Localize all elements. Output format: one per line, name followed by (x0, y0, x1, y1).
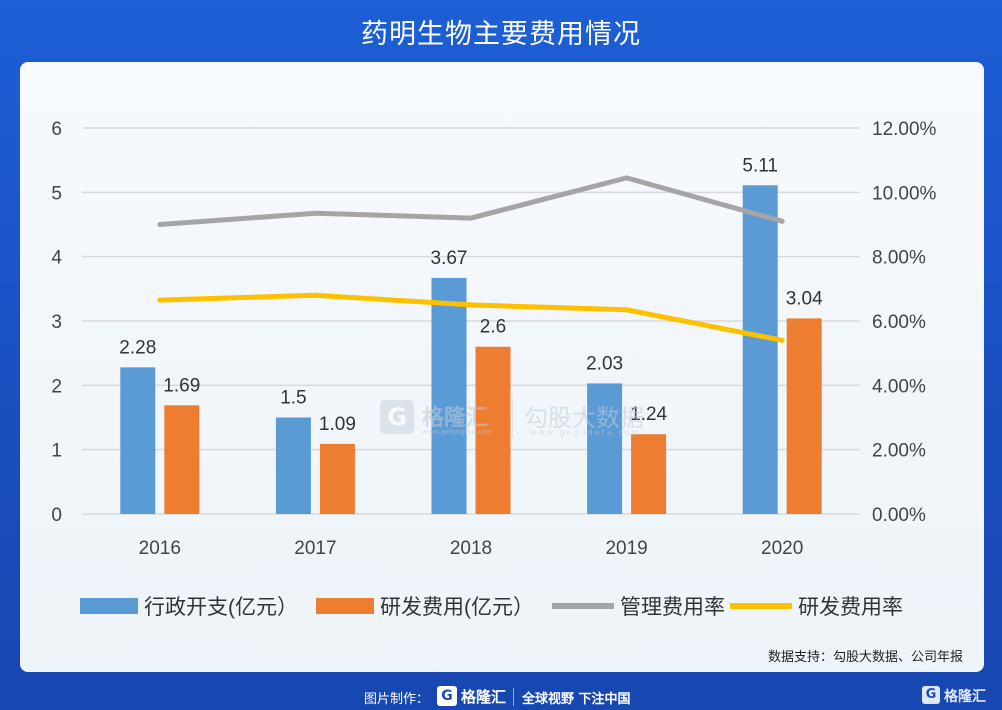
y-right-tick-label: 8.00% (872, 248, 926, 269)
bar-value-label: 1.24 (630, 404, 667, 425)
y-left-tick-label: 6 (51, 119, 62, 140)
y-right-tick-label: 2.00% (872, 441, 926, 462)
legend-label: 管理费用率 (620, 596, 725, 619)
y-right-tick-label: 12.00% (872, 119, 937, 140)
legend-label: 研发费用率 (798, 596, 903, 619)
bar (631, 434, 667, 514)
legend-label: 行政开支(亿元） (144, 596, 298, 619)
footer-slogan: 全球视野 下注中国 (522, 692, 631, 707)
bar-value-label: 1.5 (280, 388, 306, 409)
bar-value-label: 2.6 (480, 317, 506, 338)
y-left-tick-label: 5 (51, 183, 62, 204)
bar (319, 443, 355, 514)
bar-value-label: 3.04 (786, 288, 823, 309)
footer-logo-icon: G (437, 686, 457, 706)
y-right-tick-label: 0.00% (872, 505, 926, 526)
source-note: 数据支持：勾股大数据、公司年报 (768, 650, 964, 665)
footer-label: 图片制作： (364, 692, 430, 707)
corner-logo-icon: G (922, 686, 940, 704)
bar-value-label: 2.28 (119, 337, 156, 358)
page-title: 药明生物主要费用情况 (361, 19, 641, 50)
y-left-tick-label: 0 (51, 505, 62, 526)
series-line (157, 292, 785, 343)
bar-value-label: 1.69 (163, 375, 200, 396)
x-tick-label: 2018 (450, 538, 492, 559)
y-left-tick-label: 3 (51, 312, 62, 333)
y-right-tick-label: 10.00% (872, 183, 937, 204)
y-left-tick-label: 1 (51, 441, 62, 462)
bar (587, 383, 623, 514)
x-tick-label: 2020 (761, 538, 803, 559)
bar (164, 405, 200, 514)
bar-value-label: 1.09 (319, 414, 356, 435)
legend-label: 研发费用(亿元） (380, 596, 534, 619)
y-right-tick-label: 4.00% (872, 376, 926, 397)
series-line (157, 175, 785, 227)
y-left-tick-label: 2 (51, 376, 62, 397)
y-right-tick-label: 6.00% (872, 312, 926, 333)
bar-value-label: 3.67 (431, 248, 468, 269)
bar (742, 185, 778, 515)
footer: 图片制作： G 格隆汇 全球视野 下注中国 G 格隆汇 (0, 684, 1002, 710)
x-tick-label: 2019 (605, 538, 647, 559)
y-left-tick-label: 4 (51, 248, 62, 269)
bar (120, 367, 156, 514)
expense-chart: 0 1 2 3 4 5 6 0.00% 2.00% 4.00% 6.00% 8.00% 10.00% 12… (51, 119, 937, 619)
bar (431, 277, 467, 514)
footer-divider (513, 688, 514, 706)
bar (275, 417, 311, 514)
x-tick-label: 2016 (139, 538, 181, 559)
bar-value-label: 2.03 (586, 353, 623, 374)
bar-value-label: 5.11 (742, 155, 778, 176)
legend-swatch (316, 598, 374, 614)
bar (475, 346, 511, 514)
corner-brand: 格隆汇 (944, 689, 986, 705)
bar (786, 318, 822, 514)
x-tick-label: 2017 (294, 538, 336, 559)
legend-swatch (80, 598, 138, 614)
chart-panel: 0 1 2 3 4 5 6 0.00% 2.00% 4.00% 6.00% 8.00% 10.00% 12… (20, 62, 984, 672)
footer-brand: 格隆汇 (461, 688, 507, 706)
